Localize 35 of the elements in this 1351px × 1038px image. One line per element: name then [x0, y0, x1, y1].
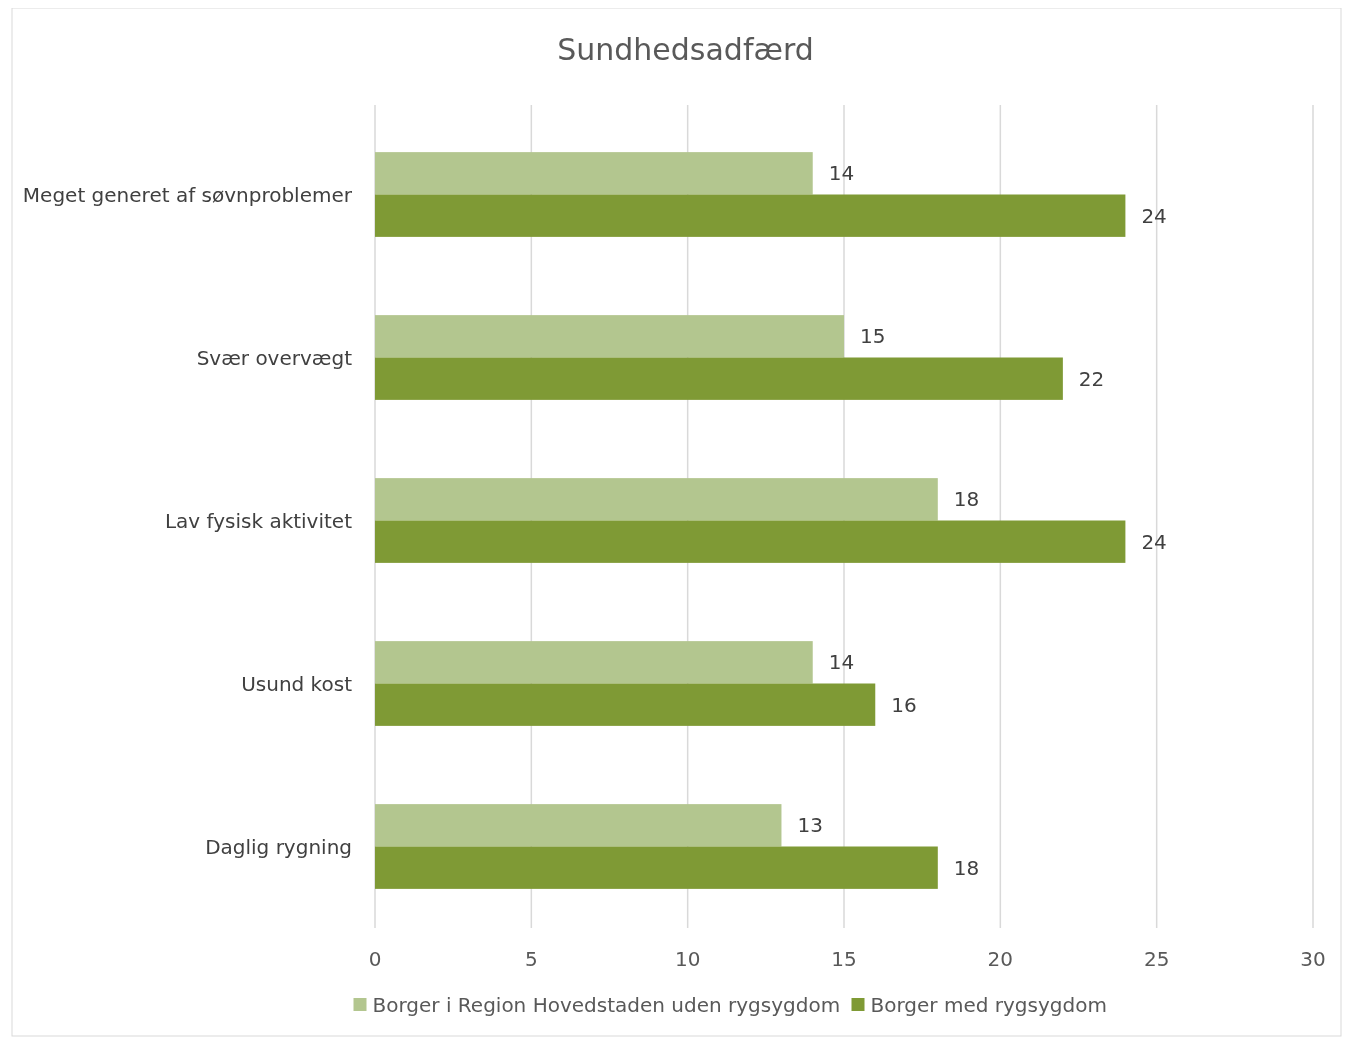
bar: [375, 683, 876, 726]
data-label: 24: [1141, 203, 1167, 228]
data-label: 18: [953, 487, 980, 512]
bar: [375, 478, 938, 521]
bar: [375, 194, 1126, 237]
y-tick-label: Lav fysisk aktivitet: [164, 508, 353, 533]
data-label: 16: [891, 692, 917, 717]
bar: [375, 315, 844, 358]
data-label: 15: [860, 324, 886, 349]
legend-label: Borger i Region Hovedstaden uden rygsygdom: [372, 993, 841, 1017]
data-label: 22: [1078, 366, 1105, 391]
y-tick-label: Meget generet af søvnproblemer: [22, 182, 353, 207]
data-label: 14: [828, 650, 855, 675]
x-tick-label: 10: [674, 947, 701, 971]
x-tick-label: 0: [368, 947, 382, 971]
chart-title: Sundhedsadfærd: [557, 32, 814, 67]
data-label: 24: [1141, 529, 1167, 554]
y-tick-label: Usund kost: [241, 671, 353, 696]
y-tick-label: Svær overvægt: [196, 345, 353, 370]
x-tick-label: 5: [524, 947, 538, 971]
bar: [375, 357, 1063, 400]
data-label: 14: [828, 161, 855, 186]
bar: [375, 846, 938, 889]
y-tick-label: Daglig rygning: [205, 834, 352, 859]
x-tick-label: 30: [1300, 947, 1326, 971]
legend-label: Borger med rygsygdom: [870, 993, 1107, 1017]
data-label: 18: [953, 855, 980, 880]
x-tick-label: 25: [1143, 947, 1170, 971]
bar: [375, 641, 813, 684]
x-tick-label: 15: [831, 947, 857, 971]
bar: [375, 804, 782, 847]
data-label: 13: [797, 813, 823, 838]
bar: [375, 520, 1126, 563]
bar: [375, 152, 813, 195]
x-tick-label: 20: [987, 947, 1014, 971]
